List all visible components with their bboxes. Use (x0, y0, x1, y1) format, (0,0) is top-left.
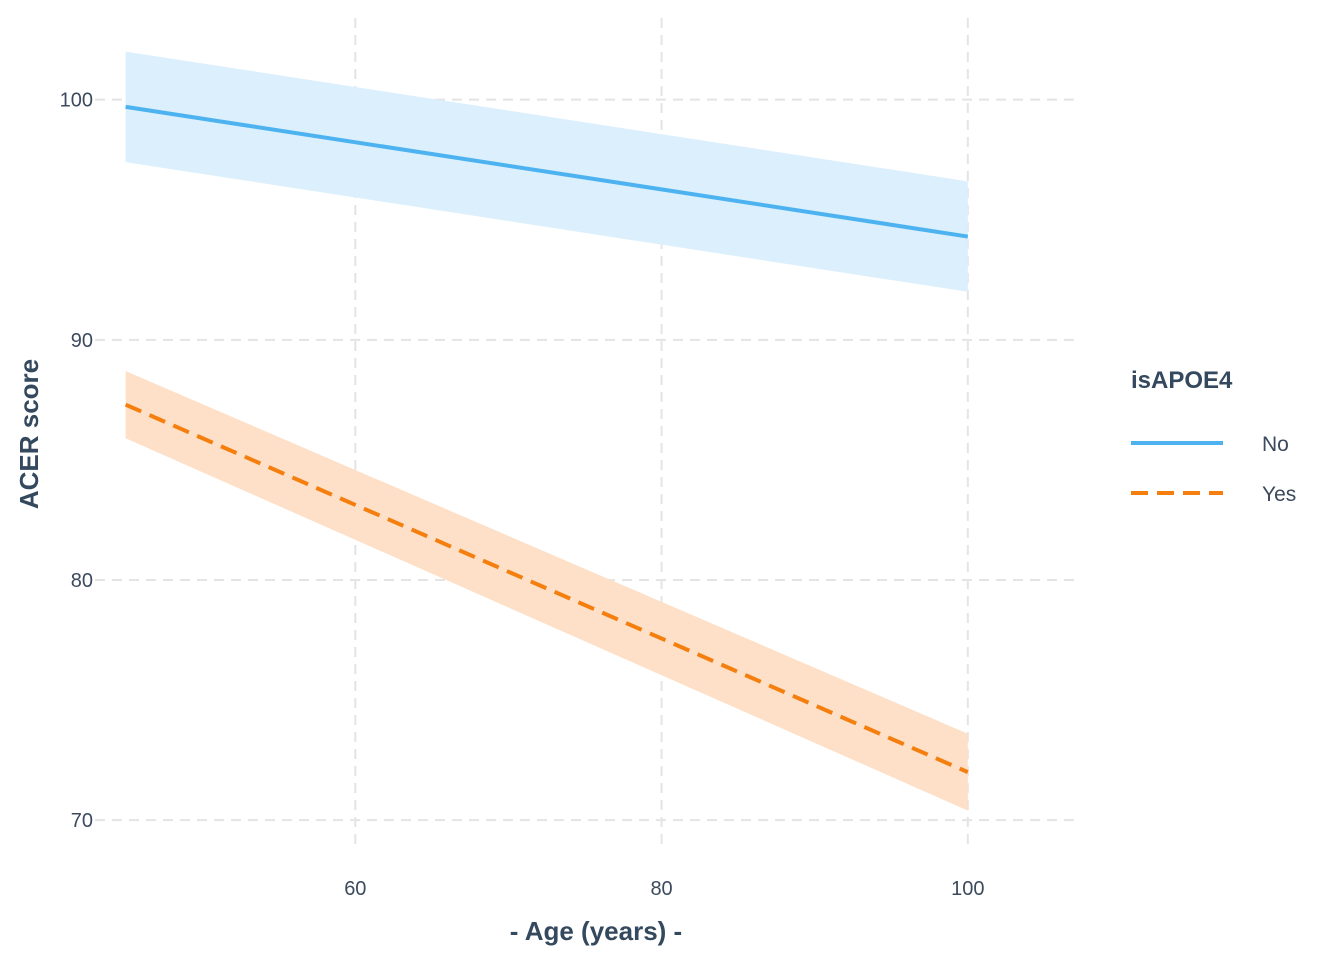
x-tick-label: 100 (951, 878, 984, 900)
series-line-no (125, 104, 969, 239)
y-axis-title: ACER score (14, 359, 44, 509)
confidence-bands (125, 51, 968, 811)
legend: isAPOE4 No Yes (1131, 367, 1296, 506)
y-tick-label: 100 (60, 90, 93, 112)
series-line-yes (124, 402, 969, 774)
legend-title: isAPOE4 (1131, 367, 1233, 394)
x-tick-label: 80 (650, 878, 672, 900)
y-tick-label: 70 (71, 810, 93, 832)
legend-label-no: No (1262, 433, 1289, 456)
x-axis-title: - Age (years) - (510, 916, 682, 946)
x-tick-label: 60 (344, 878, 366, 900)
series-lines (124, 104, 969, 774)
tick-labels: 70 80 90 100 60 80 100 (60, 90, 985, 900)
legend-items: No Yes (1131, 433, 1296, 506)
y-tick-label: 90 (71, 330, 93, 352)
confidence-band-yes (125, 371, 968, 811)
legend-label-yes: Yes (1262, 483, 1296, 506)
y-tick-label: 80 (71, 570, 93, 592)
